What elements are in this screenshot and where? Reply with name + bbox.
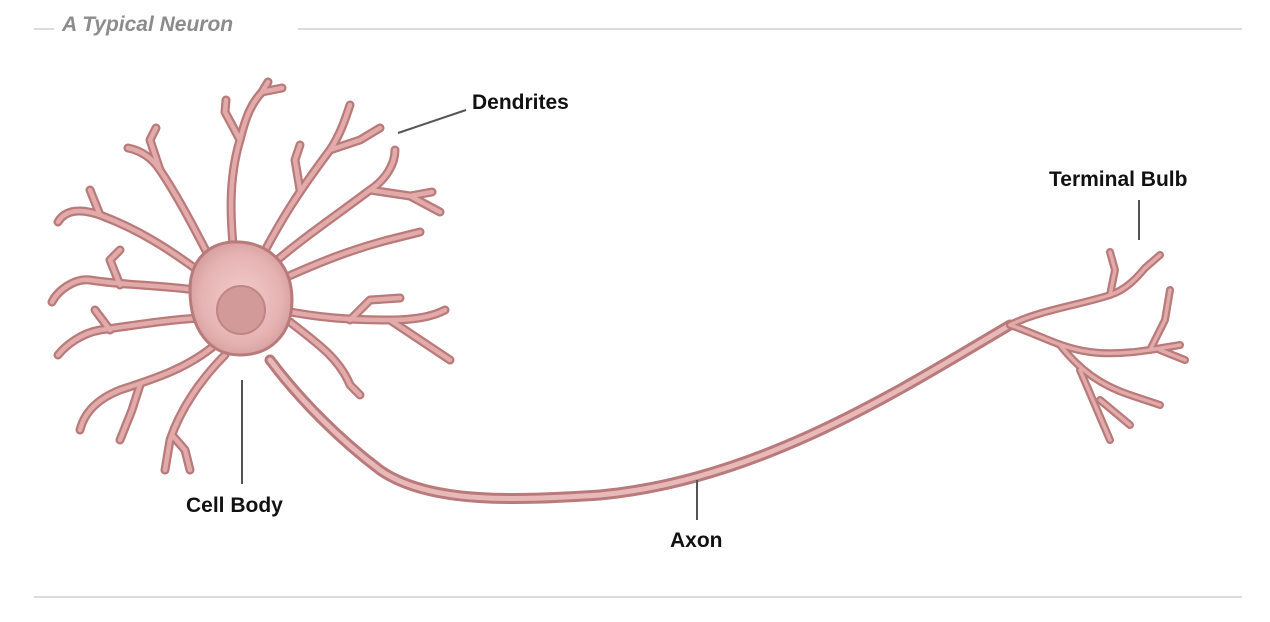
frame-top-rule-left <box>34 28 54 30</box>
figure-title: A Typical Neuron <box>62 13 234 36</box>
frame-top-rule-right <box>298 28 1242 30</box>
label-cell-body: Cell Body <box>186 494 283 517</box>
leader-lines <box>241 109 1140 520</box>
cell-body <box>188 240 294 357</box>
terminal-bulb <box>1006 248 1189 444</box>
label-axon: Axon <box>670 529 723 552</box>
frame-bottom-rule <box>34 596 1242 598</box>
axon <box>264 319 1016 505</box>
dendrites-leader-line <box>397 109 467 134</box>
label-dendrites: Dendrites <box>472 91 569 114</box>
dendrites <box>47 77 455 475</box>
label-terminal-bulb: Terminal Bulb <box>1049 168 1188 191</box>
nucleus <box>216 285 266 335</box>
